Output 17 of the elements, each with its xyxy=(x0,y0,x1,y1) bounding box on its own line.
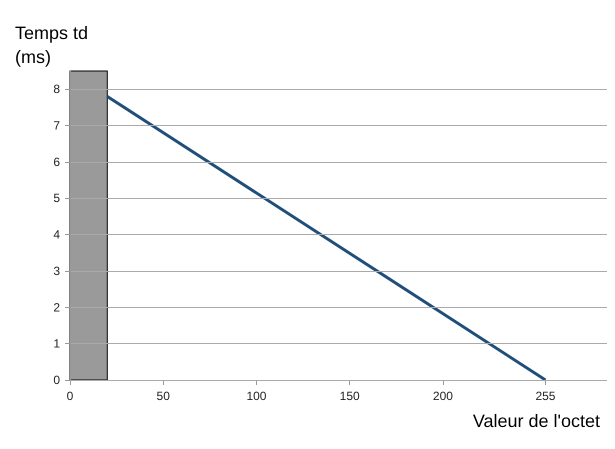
y-axis-title: Temps td (ms) xyxy=(15,23,88,67)
x-tick-label: 150 xyxy=(340,389,360,403)
y-tick-label: 6 xyxy=(53,154,60,169)
y-tick-label: 5 xyxy=(53,191,60,206)
y-tick-label: 0 xyxy=(53,373,60,387)
x-tick-label: 0 xyxy=(66,389,74,403)
y-tick-label: 8 xyxy=(53,82,60,96)
x-tick-label: 50 xyxy=(156,389,170,403)
y-tick-label: 1 xyxy=(53,336,60,351)
x-axis-title: Valeur de l'octet xyxy=(472,411,600,431)
y-tick-label: 4 xyxy=(53,228,60,242)
y-tick-label: 7 xyxy=(53,118,60,133)
x-tick-label: 255 xyxy=(535,389,556,403)
y-tick-label: 2 xyxy=(53,300,60,314)
y-tick-label: 3 xyxy=(53,264,60,278)
x-tick-label: 200 xyxy=(432,389,454,403)
x-tick-label: 100 xyxy=(246,389,267,403)
